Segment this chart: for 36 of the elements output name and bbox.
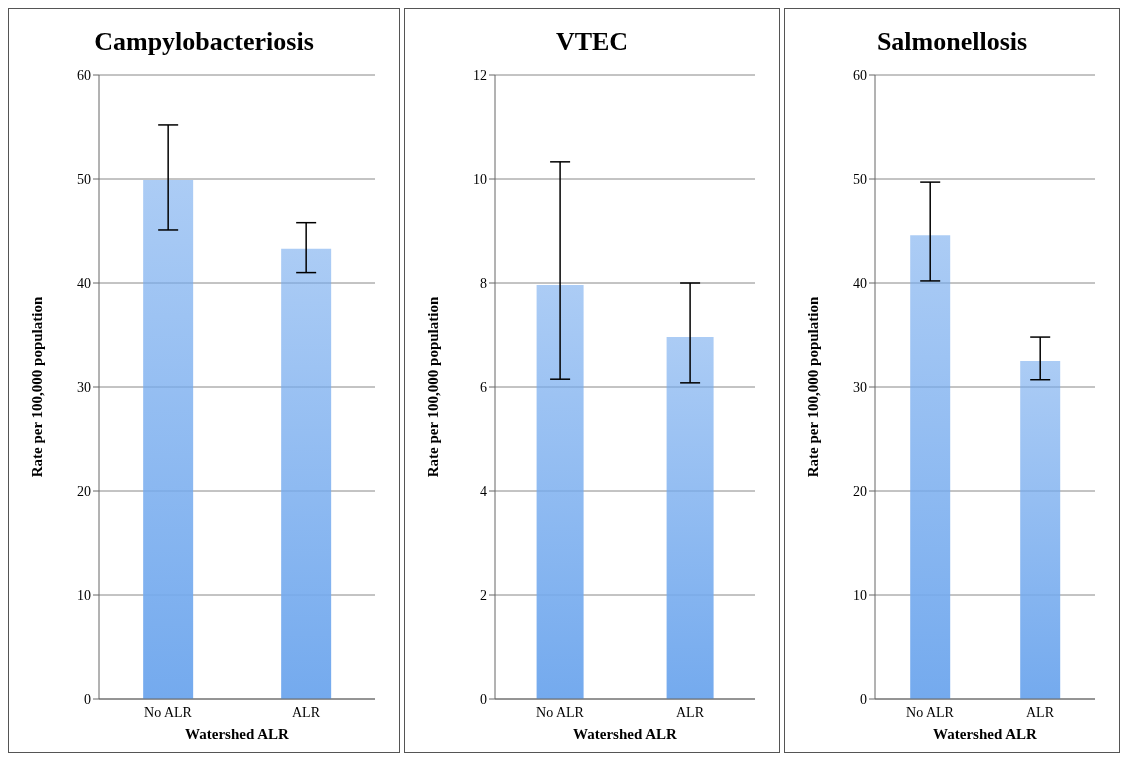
y-tick-label: 50	[853, 171, 867, 187]
y-tick-label: 0	[84, 691, 91, 707]
y-tick-label: 60	[77, 67, 91, 83]
x-tick-label: No ALR	[906, 704, 955, 720]
y-axis-title: Rate per 100,000 population	[805, 296, 822, 478]
y-tick-label: 50	[77, 171, 91, 187]
y-tick-label: 60	[853, 67, 867, 83]
y-tick-label: 10	[853, 587, 867, 603]
y-tick-label: 30	[853, 379, 867, 395]
y-tick-label: 40	[77, 275, 91, 291]
y-tick-label: 8	[480, 275, 487, 291]
chart-title: Salmonellosis	[875, 27, 1029, 58]
y-tick-label: 40	[853, 275, 867, 291]
x-tick-label: ALR	[676, 704, 705, 720]
y-tick-label: 0	[860, 691, 867, 707]
y-tick-label: 20	[77, 483, 91, 499]
chart-title: VTEC	[554, 27, 630, 58]
y-tick-label: 6	[480, 379, 487, 395]
y-tick-label: 4	[480, 483, 487, 499]
x-tick-label: ALR	[1026, 704, 1055, 720]
x-axis-title: Watershed ALR	[933, 726, 1038, 742]
y-tick-label: 10	[77, 587, 91, 603]
y-tick-label: 30	[77, 379, 91, 395]
y-axis-title: Rate per 100,000 population	[29, 296, 46, 478]
y-tick-label: 12	[473, 67, 487, 83]
y-tick-label: 0	[480, 691, 487, 707]
y-tick-label: 2	[480, 587, 487, 603]
chart-title: Campylobacteriosis	[93, 27, 315, 58]
y-tick-label: 20	[853, 483, 867, 499]
x-tick-label: No ALR	[536, 704, 585, 720]
x-tick-label: No ALR	[144, 704, 193, 720]
y-tick-label: 10	[473, 171, 487, 187]
x-tick-label: ALR	[292, 704, 321, 720]
x-axis-title: Watershed ALR	[185, 726, 290, 742]
x-axis-title: Watershed ALR	[573, 726, 678, 742]
y-axis-title: Rate per 100,000 population	[425, 296, 442, 478]
